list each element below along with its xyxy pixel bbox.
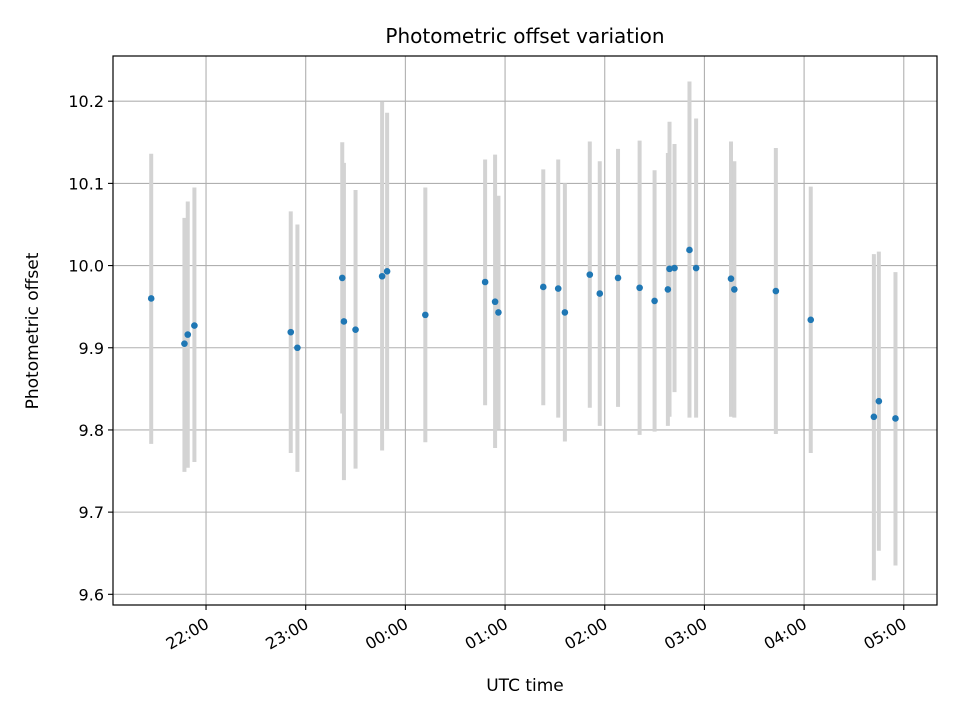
chart-title: Photometric offset variation (385, 24, 664, 48)
data-points (147, 246, 899, 422)
data-point (875, 397, 883, 405)
y-tick-label: 9.7 (79, 503, 104, 522)
data-point (495, 309, 502, 316)
data-point (651, 297, 658, 305)
data-point (491, 298, 499, 306)
data-point (184, 331, 192, 338)
data-point (772, 287, 780, 295)
data-point (614, 274, 622, 282)
x-axis-title: UTC time (486, 676, 564, 696)
data-point (378, 272, 386, 280)
y-tick-label: 10.0 (68, 257, 104, 276)
data-point (147, 295, 155, 302)
data-point (422, 311, 429, 319)
y-tick-label: 9.6 (79, 585, 104, 604)
data-point (561, 309, 569, 316)
data-point (287, 328, 295, 336)
y-tick-label: 10.1 (68, 174, 104, 193)
data-point (294, 344, 301, 352)
data-point (664, 286, 672, 293)
data-point (554, 285, 562, 292)
plot-frame (112, 55, 938, 606)
data-point (191, 322, 198, 329)
data-point (596, 290, 604, 297)
data-point (731, 286, 738, 293)
data-point (870, 413, 878, 421)
data-point (671, 264, 678, 272)
data-point (352, 326, 359, 333)
y-tick-label: 9.8 (79, 421, 104, 440)
data-point (727, 275, 735, 283)
grid (113, 56, 937, 605)
data-point (340, 318, 348, 325)
data-point (539, 283, 547, 291)
data-point (586, 271, 594, 278)
data-point (338, 274, 346, 282)
data-point (181, 340, 188, 347)
y-axis-ticks: 9.6 9.7 9.8 9.9 10.0 10.1 10.2 (68, 92, 113, 604)
data-point (686, 246, 693, 254)
data-point (666, 265, 673, 273)
y-tick-label: 10.2 (68, 92, 104, 111)
data-point (636, 284, 643, 292)
data-point (692, 264, 700, 272)
y-axis-title: Photometric offset (23, 252, 43, 409)
data-point (383, 268, 391, 275)
data-point (481, 278, 489, 286)
y-tick-label: 9.9 (79, 339, 104, 358)
data-point (807, 316, 815, 324)
data-point (892, 415, 899, 422)
